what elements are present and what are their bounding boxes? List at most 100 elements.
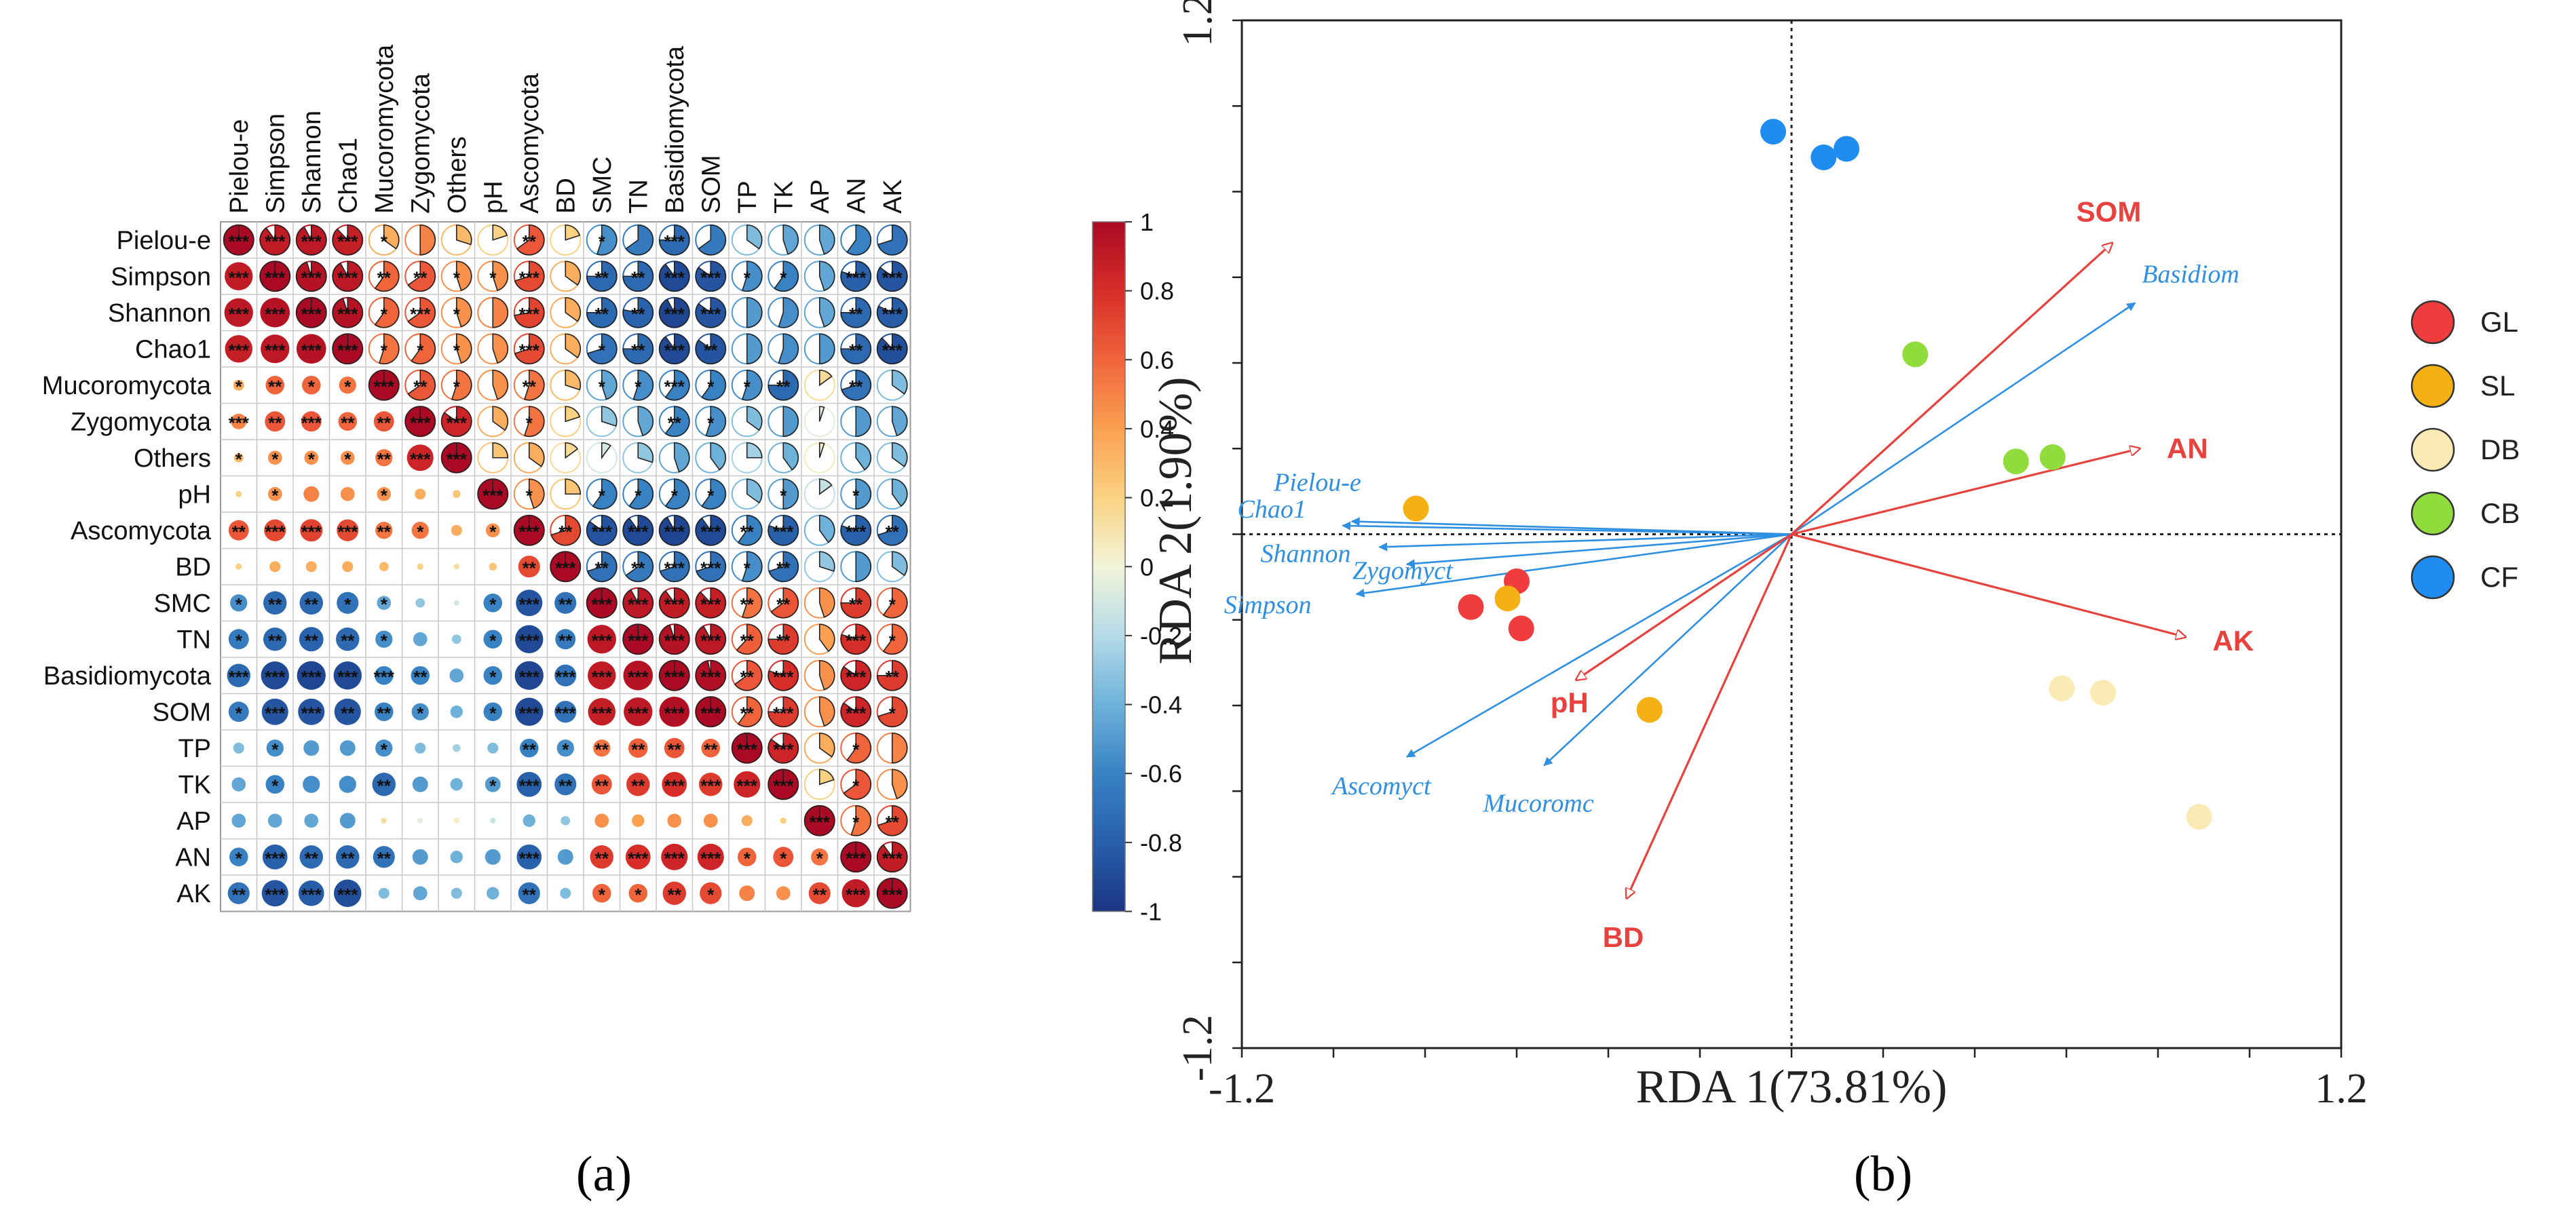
- corr-pie-slice: [876, 659, 908, 691]
- row-label: AP: [176, 807, 211, 836]
- corr-circle: [303, 740, 320, 756]
- species-vector: [1405, 533, 1792, 758]
- significance-mark: ***: [628, 630, 649, 651]
- corr-pie-slice: [514, 260, 545, 292]
- significance-mark: ***: [700, 775, 721, 796]
- significance-mark: **: [413, 376, 428, 397]
- env-vector: [1627, 533, 1793, 899]
- panel-b-caption: (b): [1854, 1146, 1912, 1202]
- significance-mark: *: [599, 231, 606, 252]
- species-vector: [1355, 533, 1792, 598]
- corr-circle: [303, 486, 320, 502]
- significance-mark: ***: [265, 885, 286, 905]
- significance-mark: ***: [664, 376, 685, 397]
- significance-mark: ***: [628, 594, 649, 615]
- significance-mark: ***: [882, 848, 903, 868]
- column-label: Mucoromycota: [371, 44, 399, 214]
- corr-circle: [515, 625, 544, 653]
- corr-circle: [228, 701, 249, 722]
- corr-pie-slice: [404, 406, 436, 438]
- significance-mark: ***: [265, 304, 286, 324]
- corr-pie-slice: [840, 333, 872, 365]
- corr-circle: [453, 744, 461, 752]
- legend-swatch: [2410, 300, 2455, 345]
- significance-mark: **: [377, 522, 392, 542]
- corr-pie-slice: [659, 551, 690, 583]
- legend-swatch: [2410, 364, 2455, 408]
- significance-mark: *: [599, 485, 606, 505]
- env-vector-label: AK: [2213, 625, 2254, 657]
- corr-pie-slice: [407, 260, 436, 292]
- species-vector-label: Basidiom: [2142, 260, 2239, 289]
- corr-pie-slice: [516, 224, 545, 256]
- significance-mark: ***: [846, 267, 867, 288]
- significance-mark: *: [235, 449, 243, 469]
- corr-circle: [453, 490, 461, 498]
- significance-mark: ***: [700, 267, 721, 288]
- corr-pie-slice: [818, 369, 833, 387]
- corr-pie-slice: [734, 659, 763, 691]
- corr-pie-slice: [492, 333, 509, 364]
- corr-pie-slice: [840, 296, 872, 328]
- corr-pie-slice: [625, 224, 654, 256]
- significance-mark: ***: [337, 522, 358, 542]
- significance-mark: *: [852, 775, 860, 796]
- corr-pie-slice: [622, 333, 654, 365]
- corr-pie-slice: [741, 260, 763, 292]
- y-axis-title: RDA 2(1.90%): [1150, 377, 1202, 665]
- corr-circle: [450, 778, 463, 791]
- corr-circle: [451, 887, 462, 899]
- significance-mark: **: [740, 630, 755, 651]
- significance-mark: ***: [374, 667, 395, 687]
- corr-circle: [489, 562, 497, 571]
- corr-pie-slice: [565, 260, 582, 286]
- corr-pie-slice: [586, 296, 618, 328]
- corr-circle: [377, 596, 392, 611]
- corr-pie-slice: [818, 696, 835, 727]
- corr-circle: [591, 774, 612, 795]
- corr-pie-slice: [550, 551, 582, 583]
- corr-pie-slice: [295, 296, 327, 328]
- colorbar-tick-label: -0.6: [1140, 760, 1182, 788]
- significance-mark: ***: [301, 522, 322, 542]
- significance-mark: **: [377, 412, 392, 433]
- significance-mark: ***: [773, 703, 794, 723]
- corr-pie-slice: [782, 442, 799, 471]
- corr-pie-slice: [846, 732, 872, 764]
- corr-circle: [269, 561, 281, 573]
- row-label: Pielou-e: [117, 227, 211, 255]
- env-vector-label: AN: [2167, 432, 2208, 464]
- matrix-grid: [220, 221, 911, 912]
- corr-circle: [300, 519, 323, 542]
- significance-mark: *: [271, 485, 279, 505]
- sample-point: [1403, 495, 1429, 522]
- corr-circle: [337, 592, 359, 614]
- correlation-matrix-panel: Pielou-ePielou-eSimpsonSimpsonShannonSha…: [42, 44, 911, 912]
- corr-circle: [261, 698, 288, 725]
- corr-pie-slice: [565, 296, 582, 322]
- significance-mark: ***: [301, 412, 322, 433]
- corr-circle: [381, 817, 387, 824]
- legend-swatch: [2410, 427, 2455, 472]
- corr-circle: [334, 698, 361, 725]
- corr-circle: [516, 590, 543, 617]
- significance-mark: **: [341, 412, 355, 433]
- significance-mark: ***: [664, 340, 685, 360]
- significance-mark: *: [744, 848, 751, 868]
- corr-circle: [741, 815, 753, 826]
- corr-circle: [227, 663, 250, 687]
- legend-label: CB: [2480, 497, 2520, 529]
- species-vector: [1405, 533, 1792, 568]
- significance-mark: ***: [301, 340, 322, 360]
- significance-mark: *: [381, 739, 388, 760]
- corr-pie-slice: [840, 587, 872, 619]
- corr-pie-slice: [882, 623, 908, 655]
- corr-pie-slice: [374, 296, 400, 328]
- corr-circle: [333, 661, 362, 690]
- corr-pie-slice: [586, 514, 618, 546]
- significance-mark: ***: [519, 340, 540, 360]
- significance-mark: ***: [229, 267, 250, 288]
- corr-pie-slice: [818, 551, 835, 573]
- significance-mark: **: [849, 340, 863, 360]
- env-vector-label: BD: [1603, 921, 1644, 953]
